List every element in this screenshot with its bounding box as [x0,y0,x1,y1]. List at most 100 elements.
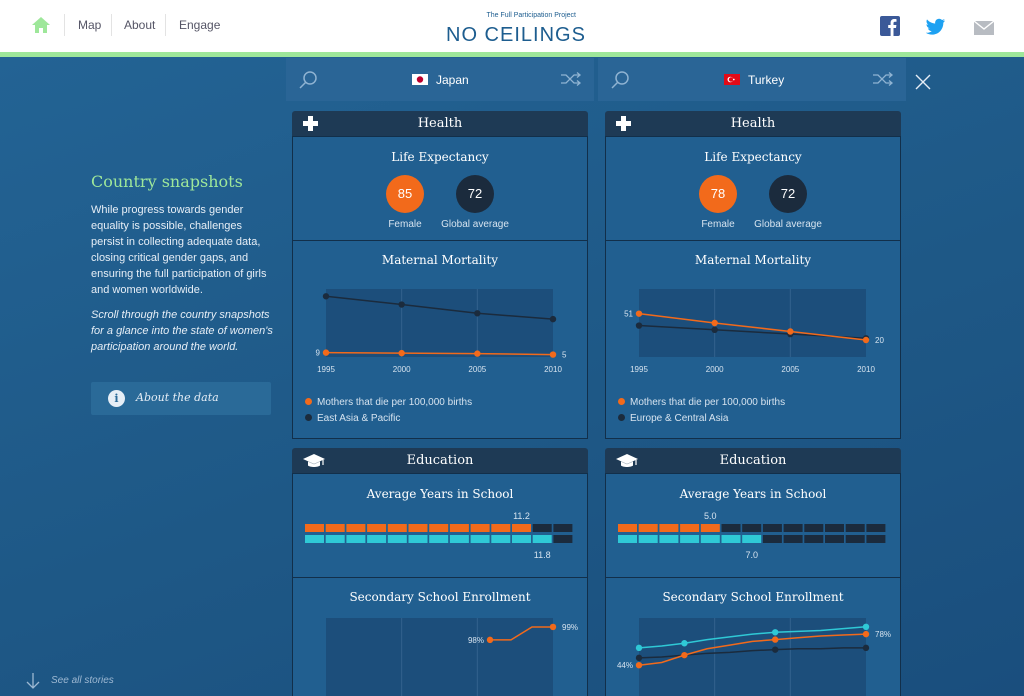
start-value-label: 9 [316,349,321,358]
data-point [772,629,779,636]
legend-item-mothers: Mothers that die per 100,000 births [618,397,785,408]
global-life-expectancy: 72 [456,175,494,213]
bar-segment [783,535,803,543]
maternal-mortality-chart: 1995 2000 2005 2010 51 20 [624,289,884,374]
average-years-chart: 5.0 7.0 [618,511,886,560]
legend-label: East Asia & Pacific [317,413,401,424]
nav-about[interactable]: About [124,18,156,32]
plot-area [639,289,866,357]
data-point [772,636,779,643]
bar-segment [429,535,449,543]
secondary-enrollment-title: Secondary School Enrollment [349,590,531,604]
bar-segment [408,524,428,532]
data-point [635,310,643,317]
data-point [474,310,481,317]
bar-segment [742,524,762,532]
bar-segment [408,535,428,543]
bar-value-label: 5.0 [704,511,717,521]
bar-segment [325,535,345,543]
data-point [549,623,557,631]
bar-value-label: 11.2 [513,511,530,521]
bar-segment [618,535,637,543]
bar-segment [638,524,658,532]
bar-segment [470,535,490,543]
x-tick-label: 2005 [781,365,799,374]
x-tick-label: 2005 [468,365,486,374]
data-point [549,315,557,323]
country-selector-turkey[interactable]: Turkey [598,58,906,101]
see-all-stories-link[interactable]: See all stories [25,672,114,695]
bar-segment [532,535,552,543]
bar-segment [825,535,844,543]
dark-dot-icon [618,414,625,421]
bar-value-label: 7.0 [745,550,758,560]
shuffle-icon[interactable] [872,72,894,86]
country-selector-japan[interactable]: Japan [286,58,594,101]
twitter-icon[interactable] [926,16,946,36]
nav-engage[interactable]: Engage [179,18,221,32]
bar-segment [346,535,366,543]
series-line [325,351,554,356]
shuffle-icon[interactable] [560,72,582,86]
nav-divider [165,14,166,36]
home-icon[interactable] [31,15,51,35]
bar-segment [449,524,469,532]
bar-segment [721,535,741,543]
data-point [862,630,870,638]
bar-segment [762,524,782,532]
legend-item-mothers: Mothers that die per 100,000 births [305,397,472,408]
data-point [787,328,794,335]
divider [606,577,900,578]
education-header: Education [605,448,901,473]
bar-segment [387,524,407,532]
data-point [486,636,494,644]
health-header: Health [292,111,588,136]
data-point [862,623,870,630]
data-point [549,351,557,358]
bar-segment [804,524,824,532]
bar-segment [700,524,720,532]
female-label: Female [701,219,735,230]
average-years-title: Average Years in School [679,487,827,501]
mail-icon[interactable] [974,18,994,38]
data-point [635,662,643,669]
secondary-enrollment-chart: 98% 99% [326,618,578,696]
data-point [322,293,330,300]
global-life-expectancy: 72 [769,175,807,213]
education-panel: Average Years in School 11.2 11.8 Seconda… [292,473,588,696]
bar-segment [449,535,469,543]
start-value-label: 51 [624,310,633,319]
bar-segment [491,524,511,532]
bar-segment [470,524,490,532]
health-cross-icon [616,116,631,131]
nav-map[interactable]: Map [78,18,102,32]
end-value-label: 99% [562,623,578,632]
search-icon[interactable] [298,70,318,90]
bar-segment [638,535,658,543]
country-name: Japan [436,73,469,87]
search-icon[interactable] [610,70,630,90]
bar-segment [305,535,324,543]
bar-segment [387,535,407,543]
life-expectancy-title: Life Expectancy [704,150,802,164]
sidebar-title: Country snapshots [91,172,243,191]
bar-segment [866,535,886,543]
legend-item-region: East Asia & Pacific [305,413,400,424]
plot-area [326,618,553,696]
logo[interactable]: The Full Participation Project NO CEILIN… [446,10,585,46]
bar-segment [618,524,637,532]
health-title: Health [730,116,776,131]
maternal-mortality-chart: 1995 2000 2005 2010 9 5 [316,289,567,374]
top-bar: Map About Engage The Full Participation … [0,0,1024,52]
female-life-expectancy: 85 [386,175,424,213]
maternal-mortality-title: Maternal Mortality [694,253,812,267]
average-years-title: Average Years in School [366,487,514,501]
about-data-button[interactable]: i About the data [91,382,271,415]
facebook-icon[interactable] [880,16,900,36]
health-cross-icon [303,116,318,131]
health-panel: Life Expectancy 78 72 Female Global aver… [605,136,901,439]
start-value-label: 98% [468,636,484,645]
close-icon[interactable] [915,74,931,90]
x-tick-label: 2000 [706,365,724,374]
data-point [398,349,405,357]
